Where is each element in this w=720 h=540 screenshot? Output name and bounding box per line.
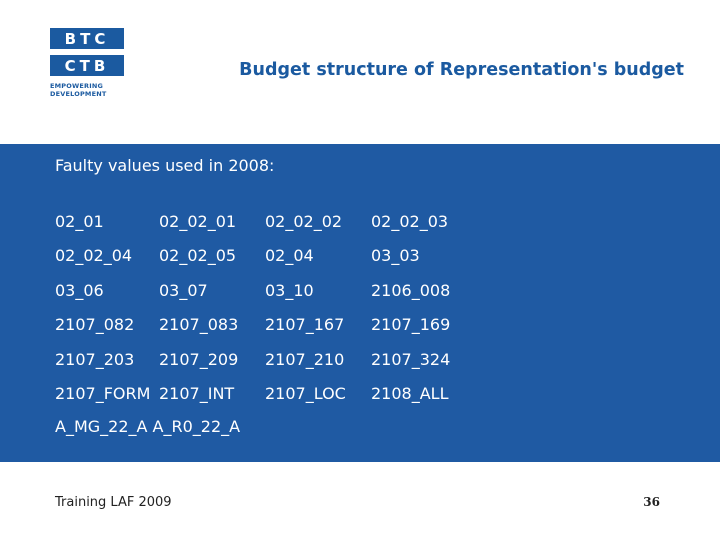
band-heading: Faulty values used in 2008: xyxy=(55,156,275,175)
code-cell: 03_03 xyxy=(371,246,420,266)
code-cell: 2107_083 xyxy=(159,315,239,335)
code-cell: 2107_082 xyxy=(55,315,135,335)
logo-tagline-line1: EMPOWERING xyxy=(50,82,104,90)
logo-tagline: EMPOWERING DEVELOPMENT xyxy=(50,82,128,98)
code-cell: 2107_210 xyxy=(265,349,345,369)
code-cell: 2107_INT xyxy=(159,383,235,403)
logo-ctb: CTB xyxy=(50,55,124,76)
code-cell: 02_01 xyxy=(55,212,104,231)
code-cell: 02_04 xyxy=(265,246,314,266)
code-cell: 02_02_02 xyxy=(265,212,343,231)
code-cell: 02_02_03 xyxy=(371,212,449,231)
code-cell: 02_02_04 xyxy=(55,246,133,266)
code-cell: 2107_324 xyxy=(371,349,451,369)
code-grid: 02_01 02_02_01 02_02_02 02_02_03 02_02_04 02_… xyxy=(55,212,481,418)
code-cell: 2107_LOC xyxy=(265,383,346,403)
code-cell: 03_07 xyxy=(159,280,208,300)
code-cell: 2107_209 xyxy=(159,349,239,369)
code-cell: 03_06 xyxy=(55,280,104,300)
content-band: Faulty values used in 2008: 02_01 02_02_0… xyxy=(0,144,720,462)
code-cell: 2107_203 xyxy=(55,349,135,369)
code-cell: 2106_008 xyxy=(371,280,451,300)
last-code-line: A_MG_22_A A_R0_22_A xyxy=(55,417,241,436)
code-cell: 02_02_05 xyxy=(159,246,237,266)
logo-tagline-line2: DEVELOPMENT xyxy=(50,90,107,98)
code-cell: 2107_169 xyxy=(371,315,451,335)
footer-text: Training LAF 2009 xyxy=(55,495,172,510)
logo-btc: BTC xyxy=(50,28,124,49)
code-cell: 2107_FORM xyxy=(55,383,151,403)
page-number: 36 xyxy=(643,495,660,509)
code-cell: 02_02_01 xyxy=(159,212,237,231)
code-cell: 2108_ALL xyxy=(371,383,449,403)
code-cell: 03_10 xyxy=(265,280,314,300)
slide-title: Budget structure of Representation's bud… xyxy=(239,60,684,80)
btc-ctb-logo: BTC CTB EMPOWERING DEVELOPMENT xyxy=(50,28,128,98)
code-cell: 2107_167 xyxy=(265,315,345,335)
